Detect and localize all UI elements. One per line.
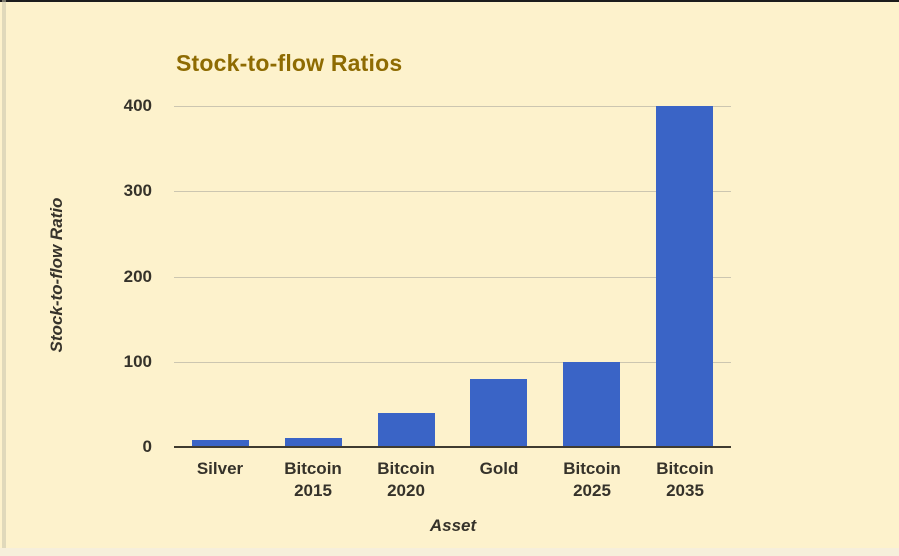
x-category-label: Bitcoin 2025 — [563, 459, 621, 500]
chart-title: Stock-to-flow Ratios — [176, 50, 403, 76]
x-category-label: Bitcoin 2020 — [377, 459, 435, 500]
bar-silver — [192, 440, 249, 447]
bar-gold — [470, 379, 527, 447]
gridline — [174, 106, 731, 107]
gridline — [174, 277, 731, 278]
gridline — [174, 191, 731, 192]
x-category-label: Bitcoin 2035 — [656, 459, 714, 500]
y-tick-label: 400 — [123, 96, 152, 115]
bar-bitcoin-2015 — [285, 438, 342, 447]
x-axis-line — [174, 446, 731, 448]
x-axis-title: Asset — [429, 516, 477, 535]
y-tick-label: 300 — [123, 181, 152, 200]
x-category-label: Silver — [196, 459, 244, 478]
y-tick-label: 0 — [142, 437, 152, 456]
slide-left-border — [2, 0, 6, 556]
bar-bitcoin-2020 — [378, 413, 435, 447]
gridline — [174, 362, 731, 363]
x-category-label: Bitcoin 2015 — [284, 459, 342, 500]
y-tick-label: 100 — [123, 352, 152, 371]
bar-bitcoin-2025 — [563, 362, 620, 447]
bar-bitcoin-2035 — [656, 106, 713, 447]
y-axis-title: Stock-to-flow Ratio — [47, 197, 66, 353]
slide-bottom-strip — [0, 548, 899, 556]
x-category-label: Gold — [479, 459, 519, 478]
y-tick-label: 200 — [123, 267, 152, 286]
slide-top-border — [0, 0, 899, 2]
